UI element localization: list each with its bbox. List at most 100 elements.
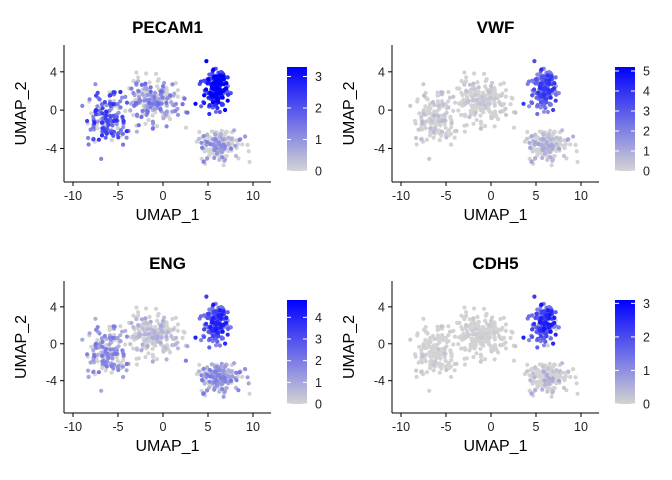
cell-point	[508, 102, 513, 107]
cell-point	[207, 336, 212, 341]
cell-point	[549, 394, 554, 399]
cell-point	[471, 339, 476, 345]
cell-point	[543, 382, 548, 387]
cell-point	[553, 332, 558, 337]
cell-point	[471, 121, 476, 126]
cell-point	[535, 336, 540, 341]
cell-point	[214, 146, 219, 151]
cell-point	[540, 387, 545, 392]
cell-point	[206, 149, 211, 154]
cell-point	[440, 337, 446, 342]
cell-point	[86, 142, 91, 147]
cell-point	[459, 90, 464, 96]
cell-point	[442, 354, 447, 360]
cell-point	[129, 101, 134, 106]
cell-point	[533, 132, 538, 137]
cell-point	[214, 92, 219, 97]
cell-point	[214, 364, 219, 369]
cell-point	[217, 343, 222, 348]
cell-point	[544, 140, 549, 145]
cell-point	[448, 348, 453, 353]
cell-point	[543, 105, 548, 111]
x-tick-label: 5	[533, 189, 540, 203]
cell-point	[196, 369, 202, 374]
cell-point	[155, 334, 160, 339]
cell-point	[568, 142, 573, 147]
x-tick-label: 0	[160, 189, 167, 203]
cell-point	[421, 344, 426, 349]
cell-point	[89, 111, 94, 116]
cell-point	[416, 127, 421, 132]
cell-point	[202, 334, 207, 339]
cell-point	[459, 325, 464, 330]
x-tick-label: 5	[205, 420, 212, 434]
cell-point	[150, 119, 155, 124]
cell-point	[221, 309, 226, 314]
cell-point	[148, 323, 153, 329]
cell-point	[550, 157, 556, 162]
cell-point	[486, 340, 491, 345]
cell-point	[175, 94, 180, 99]
cell-point	[464, 75, 469, 80]
cell-point	[143, 316, 148, 321]
cell-point	[546, 87, 551, 92]
legend-tick-label: 3	[643, 297, 650, 311]
cell-point	[123, 342, 128, 347]
cell-point	[208, 142, 213, 147]
cell-point	[225, 98, 230, 103]
cell-point	[534, 311, 539, 316]
y-tick-label: 4	[378, 65, 385, 79]
cell-point	[544, 78, 549, 83]
cell-point	[530, 100, 535, 106]
cell-point	[536, 374, 541, 379]
cell-point	[414, 135, 419, 141]
cell-point	[104, 109, 109, 114]
y-tick-label: 0	[378, 337, 385, 351]
cell-point	[459, 313, 464, 318]
cell-point	[532, 59, 537, 64]
cell-point	[108, 327, 113, 332]
cell-point	[93, 82, 98, 87]
cell-point	[91, 137, 96, 142]
cell-point	[478, 359, 483, 364]
cell-point	[496, 117, 501, 122]
cell-point	[470, 321, 475, 326]
cell-point	[503, 94, 508, 99]
cell-point	[143, 121, 148, 126]
cell-point	[552, 315, 557, 320]
cell-point	[164, 334, 169, 339]
cell-point	[533, 81, 538, 86]
cell-point	[420, 354, 425, 359]
cell-point	[210, 319, 215, 324]
cell-point	[533, 140, 538, 145]
cell-point	[546, 322, 551, 327]
cell-point	[539, 302, 544, 307]
feature-panel-vwf: VWF -10 -5 0 5 10 -4 0 4 UMAP_1 UMAP_2 0 1 2 3 4 5	[341, 18, 650, 224]
cell-point	[565, 137, 570, 142]
cell-point	[549, 309, 554, 314]
cell-point	[159, 89, 164, 94]
cell-point	[539, 380, 544, 385]
cell-point	[510, 96, 515, 101]
cell-point	[87, 331, 92, 336]
cell-point	[229, 378, 234, 383]
cell-point	[199, 373, 204, 378]
cell-point	[243, 134, 248, 139]
cell-point	[111, 90, 116, 95]
cell-point	[218, 132, 223, 137]
cell-point	[526, 314, 532, 319]
cell-point	[219, 128, 224, 133]
cell-point	[140, 326, 145, 331]
cell-point	[422, 93, 427, 98]
cell-point	[215, 339, 220, 344]
cell-point	[154, 306, 159, 311]
cell-point	[210, 100, 215, 105]
cell-point	[488, 318, 494, 323]
cell-point	[164, 357, 169, 362]
cell-point	[140, 92, 145, 97]
cell-point	[540, 364, 546, 369]
x-tick-label: -5	[112, 189, 123, 203]
cell-point	[482, 357, 488, 362]
legend-colorbar	[615, 300, 635, 404]
cell-point	[89, 344, 94, 349]
